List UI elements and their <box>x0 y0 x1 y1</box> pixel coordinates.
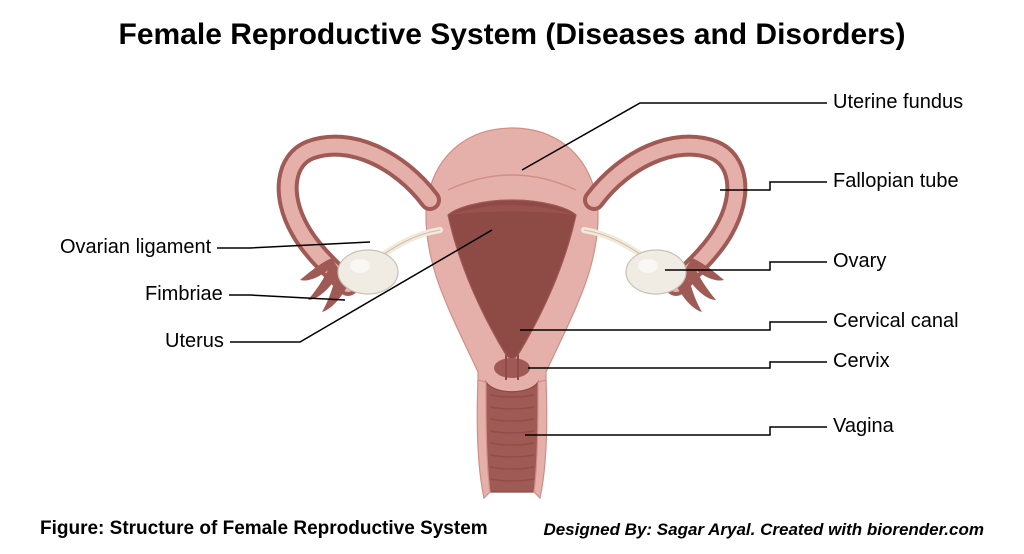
anatomy-label: Fimbriae <box>145 283 223 306</box>
anatomy-label: Fallopian tube <box>833 170 959 193</box>
anatomy-label: Ovarian ligament <box>60 236 211 259</box>
anatomy-label: Uterus <box>165 330 224 353</box>
anatomy-diagram <box>0 0 1024 554</box>
anatomy-label: Uterine fundus <box>833 91 963 114</box>
anatomy-label: Cervix <box>833 350 890 373</box>
anatomy-label: Ovary <box>833 250 886 273</box>
anatomy-label: Vagina <box>833 415 894 438</box>
anatomy-label: Cervical canal <box>833 310 959 333</box>
